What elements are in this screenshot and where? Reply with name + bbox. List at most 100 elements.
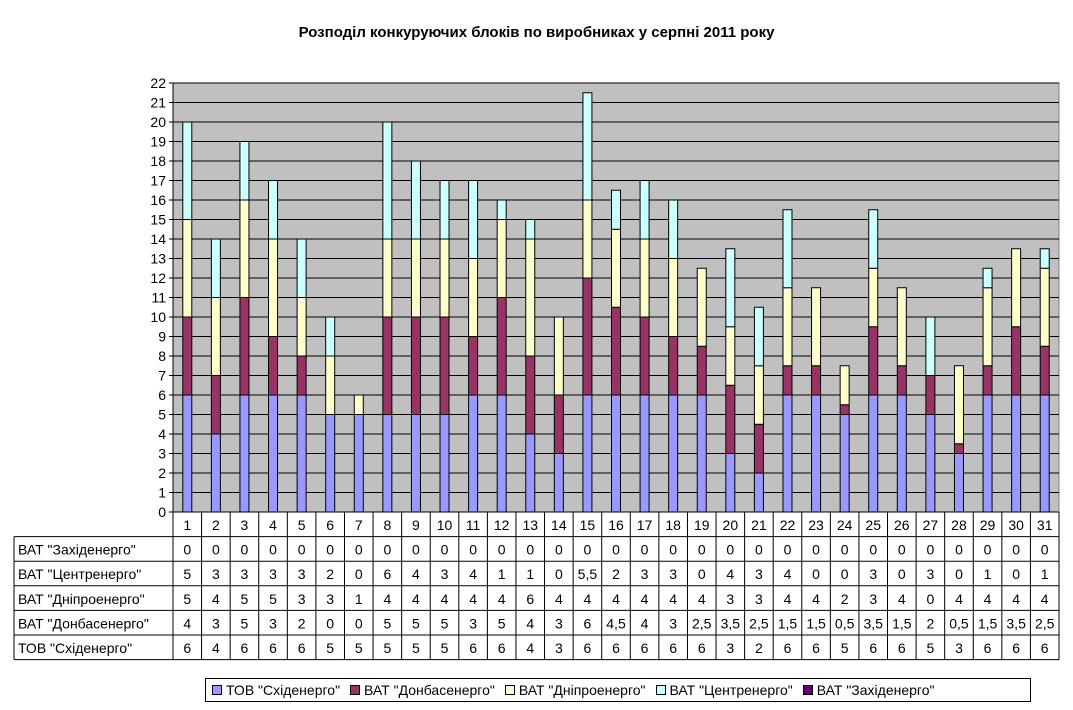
table-cell: 3 <box>298 591 306 607</box>
y-tick-label: 11 <box>151 290 166 306</box>
bar-segment <box>925 375 936 415</box>
table-cell: 0 <box>784 542 792 558</box>
bar-segment <box>325 414 336 513</box>
table-row-header: ВАТ "Дніпроенерго" <box>18 591 145 607</box>
table-cell: 3 <box>669 615 677 631</box>
table-cell: 0 <box>441 542 449 558</box>
table-cell: 0 <box>241 542 249 558</box>
bar-segment <box>725 326 736 386</box>
table-cell: 4 <box>469 591 477 607</box>
x-category-label: 17 <box>637 517 653 533</box>
table-cell: 0 <box>1012 566 1020 582</box>
bar-segment <box>553 394 564 454</box>
y-tick-label: 17 <box>150 173 166 189</box>
table-cell: 4 <box>612 591 620 607</box>
bar-segment <box>753 306 764 367</box>
legend-label: ВАТ "Західенерго" <box>816 682 935 698</box>
table-cell: 4 <box>498 591 506 607</box>
table-cell: 3 <box>755 566 763 582</box>
table-cell: 0 <box>841 566 849 582</box>
table-cell: 5 <box>269 591 277 607</box>
chart-title: Розподіл конкуруючих блоків по виробника… <box>298 24 775 41</box>
bar-segment <box>296 297 307 357</box>
table-cell: 3 <box>269 566 277 582</box>
table-cell: 0 <box>984 542 992 558</box>
bar-segment <box>268 180 279 240</box>
bar-segment <box>439 238 450 318</box>
y-tick-label: 22 <box>150 75 166 91</box>
table-cell: 0 <box>526 542 534 558</box>
bar-segment <box>210 433 221 513</box>
table-cell: 0 <box>383 542 391 558</box>
table-cell: 0 <box>812 566 820 582</box>
table-cell: 4 <box>812 591 820 607</box>
x-category-label: 28 <box>951 517 967 533</box>
x-category-label: 13 <box>522 517 538 533</box>
y-tick-label: 1 <box>158 485 166 501</box>
bar-segment <box>753 365 764 425</box>
table-cell: 0 <box>183 542 191 558</box>
bar-segment <box>868 394 879 513</box>
table-cell: 4 <box>526 640 534 656</box>
table-cell: 0 <box>298 542 306 558</box>
bar-segment <box>553 453 564 513</box>
bar-segment <box>410 414 421 513</box>
table-cell: 4 <box>955 591 963 607</box>
table-cell: 0 <box>926 542 934 558</box>
bar-segment <box>611 228 621 308</box>
table-cell: 6 <box>698 640 706 656</box>
x-category-label: 19 <box>694 517 710 533</box>
bar-segment <box>353 394 364 415</box>
table-cell: 2 <box>326 566 334 582</box>
table-cell: 3 <box>726 640 734 656</box>
table-cell: 0 <box>898 542 906 558</box>
table-cell: 1 <box>984 566 992 582</box>
bar-segment <box>782 209 793 289</box>
table-cell: 3 <box>955 640 963 656</box>
legend-swatch <box>212 685 222 695</box>
table-cell: 3 <box>212 566 220 582</box>
table-cell: 2 <box>755 640 763 656</box>
table-cell: 0 <box>212 542 220 558</box>
bar-segment <box>210 297 221 376</box>
table-cell: 0 <box>669 542 677 558</box>
legend-label: ТОВ "Східенерго" <box>226 682 341 698</box>
bar-segment <box>868 267 879 328</box>
table-cell: 3 <box>469 615 477 631</box>
bar-segment <box>525 238 536 357</box>
y-tick-label: 0 <box>158 504 166 520</box>
x-category-label: 23 <box>808 517 824 533</box>
bar-segment <box>1039 394 1050 513</box>
bar-segment <box>1039 345 1050 396</box>
legend-item: ВАТ "Донбасенерго" <box>350 682 495 698</box>
bar-segment <box>611 306 621 396</box>
x-category-label: 30 <box>1008 517 1024 533</box>
legend-label: ВАТ "Дніпроенерго" <box>518 682 646 698</box>
table-cell: 4 <box>1041 591 1049 607</box>
bar-segment <box>210 375 221 435</box>
bar-segment <box>410 160 421 240</box>
y-tick-label: 16 <box>150 192 166 208</box>
bar-segment <box>496 219 507 298</box>
bar-segment <box>582 394 593 513</box>
table-cell: 4,5 <box>606 615 626 631</box>
bar-segment <box>1011 248 1022 328</box>
legend: ТОВ "Східенерго" ВАТ "Донбасенерго" ВАТ "Д… <box>205 678 1031 702</box>
x-category-label: 21 <box>751 517 767 533</box>
bar-segment <box>582 92 593 201</box>
table-row-header: ВАТ "Західенерго" <box>18 542 136 558</box>
bar-segment <box>868 209 879 269</box>
table-cell: 3 <box>441 566 449 582</box>
bar-segment <box>239 141 250 201</box>
table-cell: 2,5 <box>749 615 769 631</box>
bar-segment <box>782 365 793 396</box>
bar-segment <box>725 384 736 454</box>
bar-segment <box>268 238 279 337</box>
bar-segment <box>325 316 336 357</box>
bar-segment <box>525 433 536 513</box>
table-cell: 5 <box>412 615 420 631</box>
y-tick-label: 15 <box>150 212 166 228</box>
table-cell: 1,5 <box>892 615 912 631</box>
table-cell: 2 <box>841 591 849 607</box>
table-cell: 4 <box>412 591 420 607</box>
